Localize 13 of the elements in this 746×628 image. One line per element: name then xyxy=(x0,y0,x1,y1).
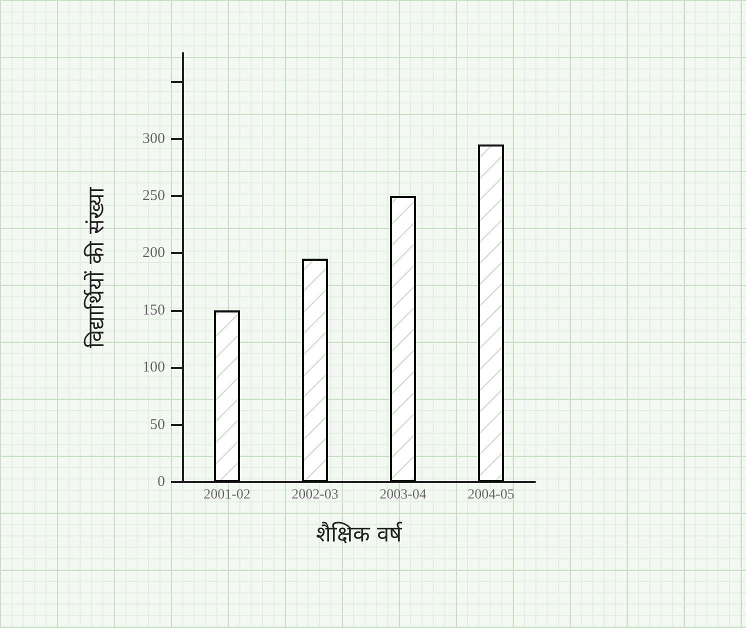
x-tick-label: 2002-03 xyxy=(292,488,338,502)
y-tick-label: 200 xyxy=(142,245,165,262)
y-tick-label: 300 xyxy=(142,130,165,147)
x-axis-title: शैक्षिक वर्ष xyxy=(316,522,403,548)
y-tick-label: 50 xyxy=(150,416,165,433)
y-tick-label: 0 xyxy=(158,474,165,490)
y-axis-title: विद्यार्थियों की संख्या xyxy=(84,187,110,348)
y-tick-label: 250 xyxy=(142,188,165,204)
x-tick-label: 2004-05 xyxy=(468,488,514,502)
x-tick-label: 2003-04 xyxy=(380,488,426,502)
y-tick-label: 150 xyxy=(142,302,165,318)
y-tick-label: 100 xyxy=(142,360,165,376)
x-tick-label: 2001-02 xyxy=(204,488,250,502)
